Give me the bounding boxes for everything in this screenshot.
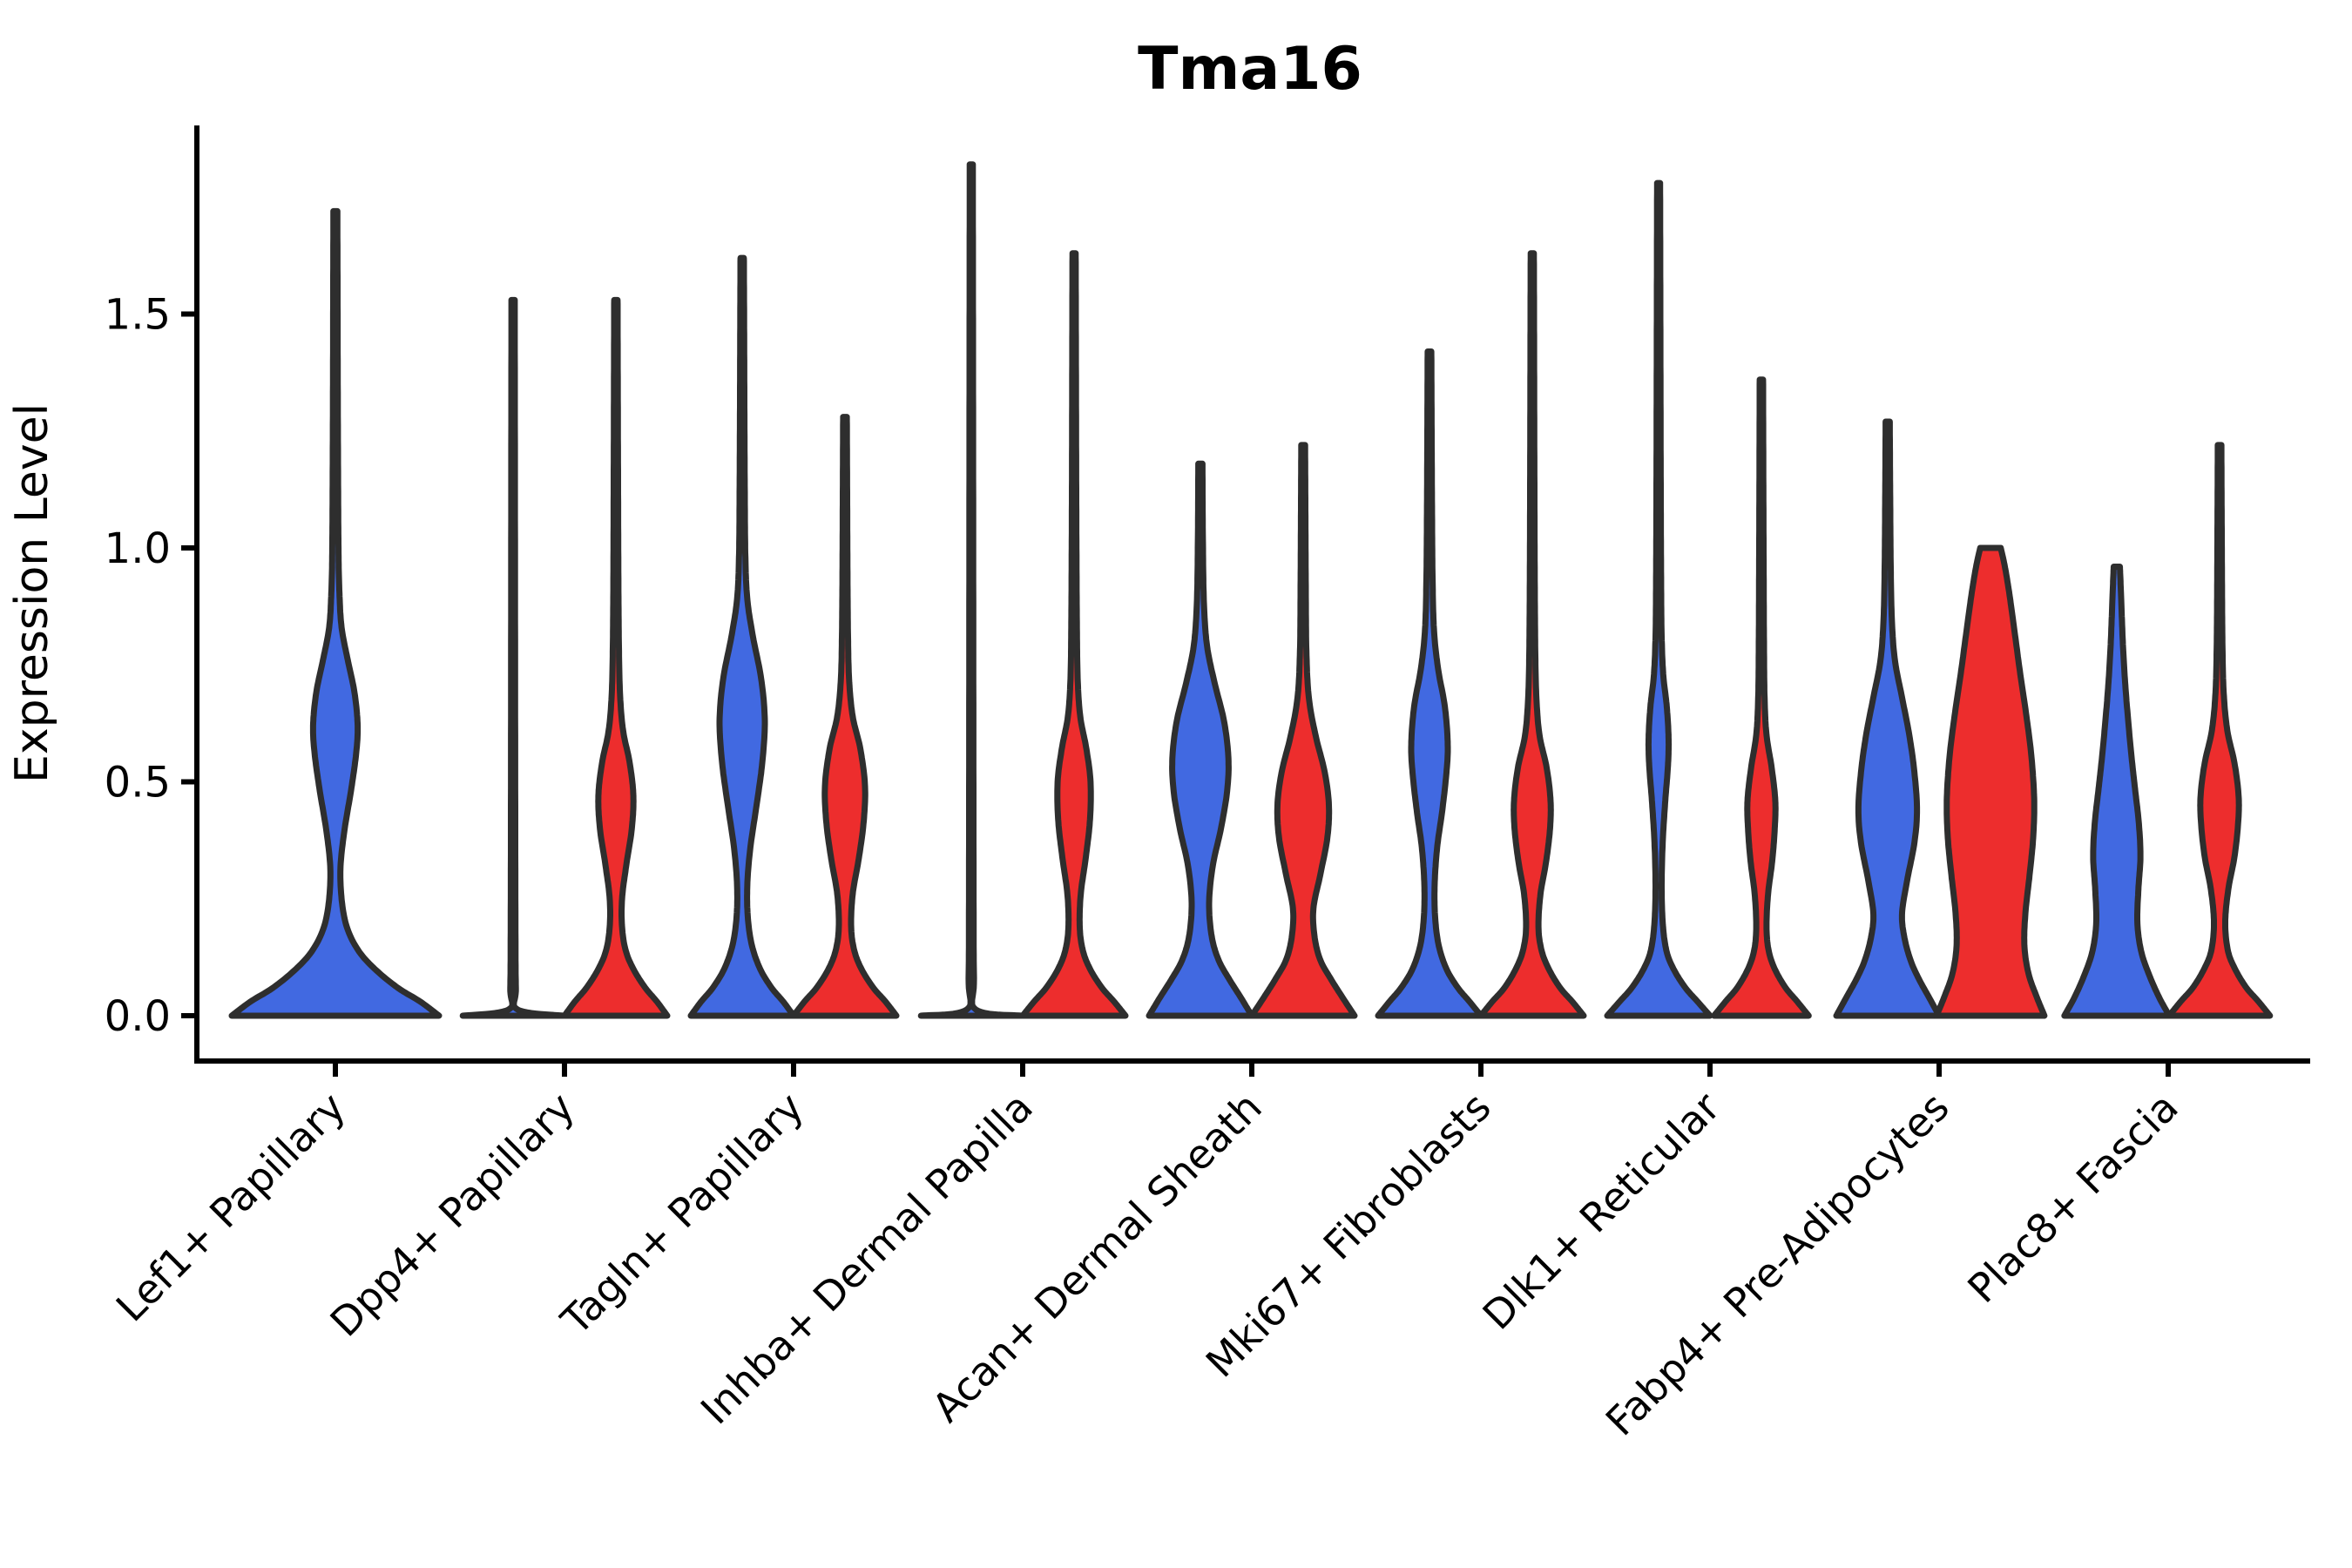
violin-mki67-fibroblasts-blue <box>1375 348 1484 1019</box>
violin-dpp4-papillary-red <box>561 296 671 1019</box>
violin-lef1-papillary-blue <box>228 207 443 1019</box>
violins-layer <box>228 161 2274 1019</box>
violin-acan-dermal-sheath-red <box>1248 442 1358 1019</box>
violin-dlk1-reticular-red <box>1711 376 1812 1019</box>
violin-dpp4-papillary-blue <box>459 296 567 1019</box>
violin-tagln-papillary-blue <box>687 254 797 1019</box>
chart-title: Tma16 <box>1138 35 1362 104</box>
violin-tagln-papillary-red <box>790 414 900 1019</box>
y-tick-label: 0.5 <box>105 759 171 808</box>
y-tick-label: 1.0 <box>105 524 171 573</box>
violin-inhba-dermal-papilla-red <box>1019 250 1129 1019</box>
violin-dlk1-reticular-blue <box>1604 179 1713 1019</box>
violin-mki67-fibroblasts-red <box>1477 250 1587 1019</box>
violin-plac8-fascia-blue <box>2061 564 2173 1019</box>
violin-inhba-dermal-papilla-blue <box>917 161 1025 1019</box>
y-tick-label: 1.5 <box>105 291 171 340</box>
violin-fabp4-pre-adipocytes-blue <box>1833 418 1943 1019</box>
violin-fabp4-pre-adipocytes-red <box>1933 544 2048 1019</box>
violin-acan-dermal-sheath-blue <box>1146 460 1255 1019</box>
y-axis-label: Expression Level <box>6 403 58 783</box>
violin-plac8-fascia-red <box>2166 442 2274 1019</box>
y-tick-label: 0.0 <box>105 992 171 1041</box>
